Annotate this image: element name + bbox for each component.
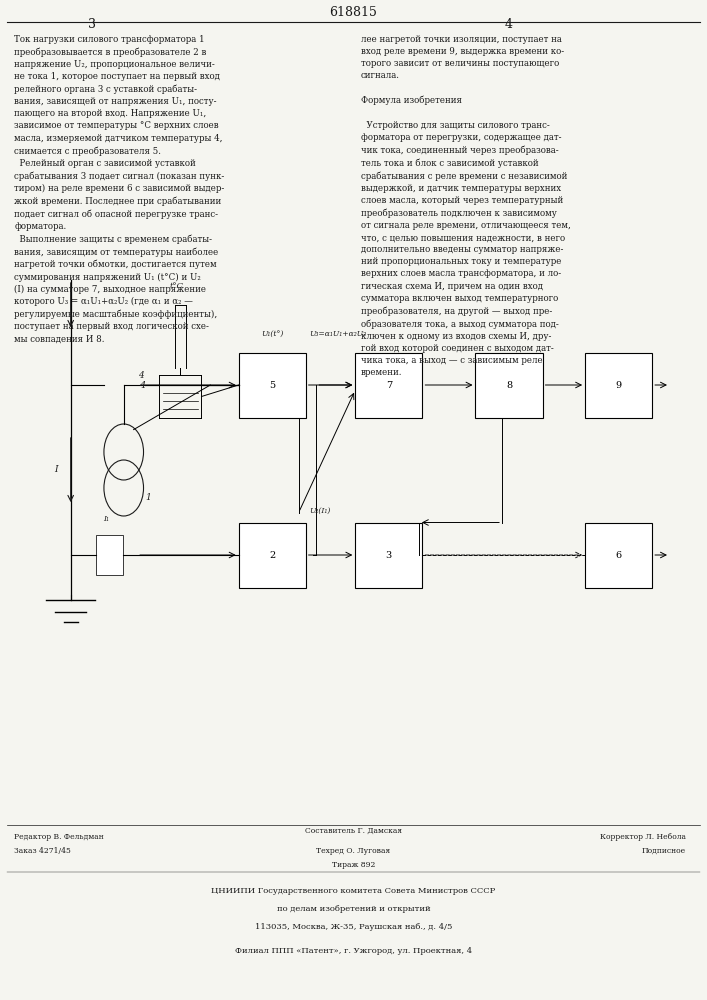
Text: Техред О. Луговая: Техред О. Луговая	[317, 847, 390, 855]
Text: U₁(t°): U₁(t°)	[261, 330, 284, 338]
Bar	[238, 353, 305, 418]
Text: 113035, Москва, Ж-35, Раушская наб., д. 4/5: 113035, Москва, Ж-35, Раушская наб., д. …	[255, 923, 452, 931]
Text: 4: 4	[505, 18, 513, 31]
Bar	[355, 353, 422, 418]
Text: U₃=α₁U₁+α₂U₂: U₃=α₁U₁+α₂U₂	[309, 330, 366, 338]
Text: 4: 4	[139, 370, 144, 379]
Text: 618815: 618815	[329, 5, 378, 18]
Bar	[238, 522, 305, 587]
Bar	[96, 535, 123, 575]
Bar	[585, 522, 652, 587]
Text: Составитель Г. Дамская: Составитель Г. Дамская	[305, 827, 402, 835]
Text: по делам изобретений и открытий: по делам изобретений и открытий	[276, 905, 431, 913]
Text: Редактор В. Фельдман: Редактор В. Фельдман	[14, 833, 104, 841]
Text: U₂(I₁): U₂(I₁)	[309, 506, 331, 514]
Text: лее нагретой точки изоляции, поступает на
вход реле времени 9, выдержка времени : лее нагретой точки изоляции, поступает н…	[361, 35, 571, 377]
Text: 4: 4	[139, 380, 145, 389]
Bar	[585, 353, 652, 418]
Bar	[475, 353, 543, 418]
Bar	[355, 522, 422, 587]
Text: 2: 2	[269, 550, 275, 560]
Text: 1: 1	[145, 493, 151, 502]
Text: Подписное: Подписное	[642, 847, 686, 855]
Text: Корректор Л. Небола: Корректор Л. Небола	[600, 833, 686, 841]
Text: I: I	[54, 466, 58, 475]
Text: Заказ 4271/45: Заказ 4271/45	[14, 847, 71, 855]
Text: t°C: t°C	[170, 282, 184, 290]
Text: 3: 3	[88, 18, 96, 31]
Text: 9: 9	[616, 380, 621, 389]
Text: 7: 7	[386, 380, 392, 389]
Text: 8: 8	[506, 380, 512, 389]
Text: Ток нагрузки силового трансформатора 1
преобразовывается в преобразователе 2 в
н: Ток нагрузки силового трансформатора 1 п…	[14, 35, 224, 344]
Text: 5: 5	[269, 380, 275, 389]
Text: Тираж 892: Тираж 892	[332, 861, 375, 869]
Text: Филиал ППП «Патент», г. Ужгород, ул. Проектная, 4: Филиал ППП «Патент», г. Ужгород, ул. Про…	[235, 947, 472, 955]
Text: ЦНИИПИ Государственного комитета Совета Министров СССР: ЦНИИПИ Государственного комитета Совета …	[211, 887, 496, 895]
Text: 3: 3	[386, 550, 392, 560]
Text: 6: 6	[616, 550, 621, 560]
Text: I₁: I₁	[103, 515, 109, 523]
